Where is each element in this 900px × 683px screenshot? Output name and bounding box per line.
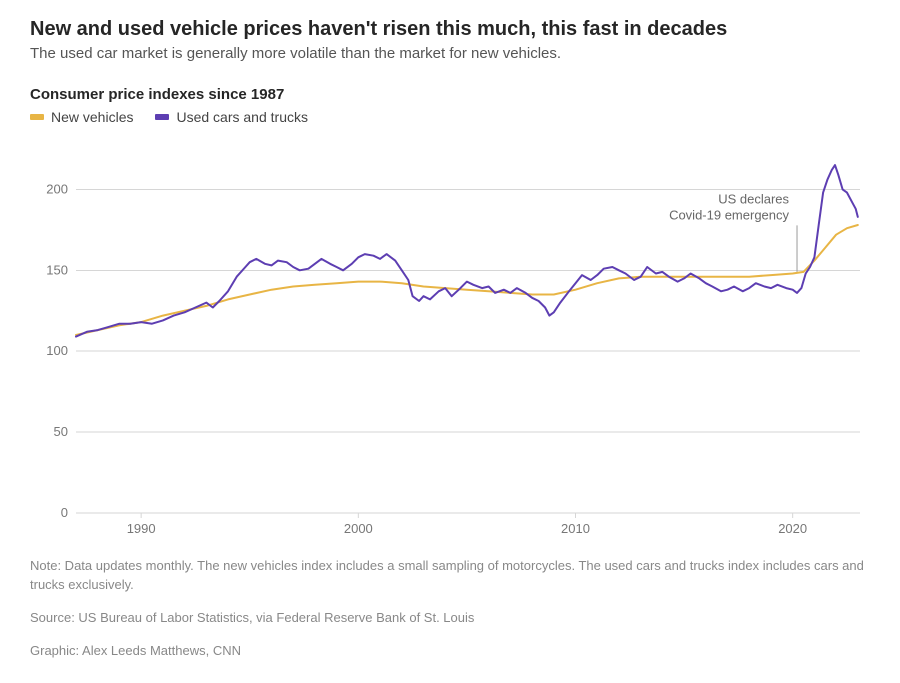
chart-container: New and used vehicle prices haven't rise… — [0, 0, 900, 683]
legend: New vehicles Used cars and trucks — [30, 109, 870, 125]
covid-annotation: US declaresCovid-19 emergency — [669, 191, 797, 272]
line-new-vehicles — [76, 225, 858, 335]
legend-swatch-used-cars — [155, 114, 169, 120]
svg-text:2010: 2010 — [561, 521, 590, 536]
page-title: New and used vehicle prices haven't rise… — [30, 18, 870, 41]
svg-text:US declares: US declares — [718, 191, 789, 206]
svg-text:50: 50 — [54, 424, 68, 439]
x-axis: 1990 2000 2010 2020 — [127, 513, 807, 536]
source-line: Source: US Bureau of Labor Statistics, v… — [30, 609, 870, 628]
footnote: Note: Data updates monthly. The new vehi… — [30, 557, 870, 595]
line-chart: 0 50 100 150 200 US declaresCovid-19 emergen… — [30, 133, 870, 543]
legend-item-used-cars: Used cars and trucks — [155, 109, 308, 125]
legend-swatch-new-vehicles — [30, 114, 44, 120]
svg-text:2000: 2000 — [344, 521, 373, 536]
graphic-credit: Graphic: Alex Leeds Matthews, CNN — [30, 642, 870, 661]
line-chart-svg: 0 50 100 150 200 US declaresCovid-19 emergen… — [30, 133, 870, 543]
chart-subtitle: Consumer price indexes since 1987 — [30, 86, 870, 103]
svg-text:1990: 1990 — [127, 521, 156, 536]
legend-label-new-vehicles: New vehicles — [51, 109, 133, 125]
svg-text:2020: 2020 — [778, 521, 807, 536]
page-subtitle: The used car market is generally more vo… — [30, 45, 870, 62]
svg-text:150: 150 — [46, 262, 68, 277]
svg-text:100: 100 — [46, 343, 68, 358]
gridlines: 0 50 100 150 200 — [46, 181, 860, 520]
svg-text:200: 200 — [46, 181, 68, 196]
svg-text:0: 0 — [61, 505, 68, 520]
legend-item-new-vehicles: New vehicles — [30, 109, 133, 125]
legend-label-used-cars: Used cars and trucks — [176, 109, 308, 125]
svg-text:Covid-19 emergency: Covid-19 emergency — [669, 207, 789, 222]
